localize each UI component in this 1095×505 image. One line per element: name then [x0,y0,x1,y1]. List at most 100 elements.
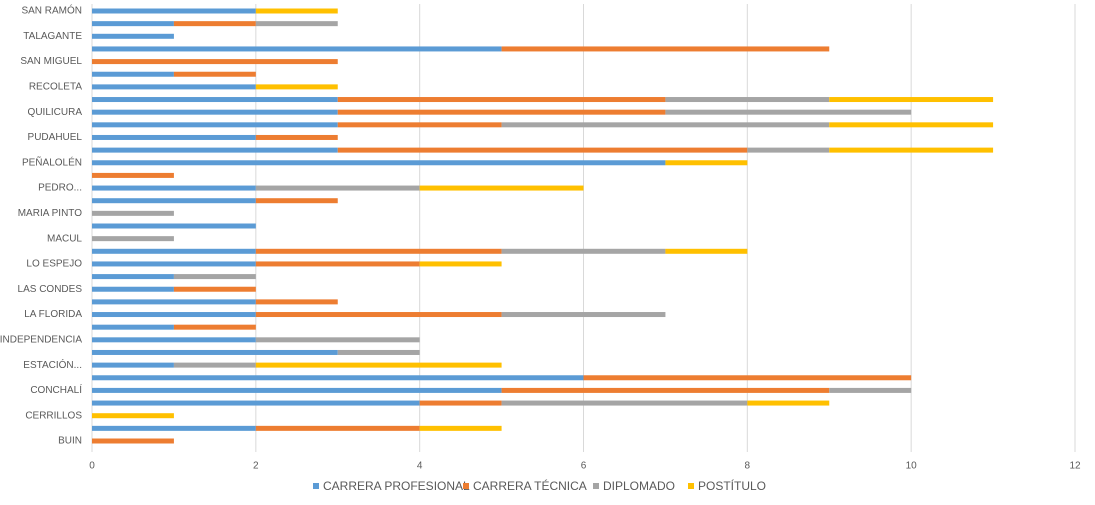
bar-segment [255,185,420,191]
y-tick-label: PUDAHUEL [28,132,83,143]
bar-segment [92,172,174,178]
x-tick-label: 2 [253,461,259,472]
bar-segment [419,185,584,191]
bar-segment [583,375,912,381]
bar-segment [173,274,256,280]
bar-segment [747,147,830,153]
bar-segment [255,134,338,140]
bar-segment [92,8,256,14]
bar-segment [92,413,174,419]
bar-segment [92,299,256,305]
bar-segment [501,312,666,318]
bar-segment [92,324,174,330]
bar-segment [829,122,994,128]
bar-segment [337,147,748,153]
bar-segment [255,21,338,27]
bar-segment [92,286,174,292]
legend-swatch [463,483,469,489]
bar-segment [173,71,256,77]
bar-segment [255,248,502,254]
x-tick-label: 6 [581,461,587,472]
x-tick-label: 0 [89,461,95,472]
x-tick-label: 10 [906,461,918,472]
bar-segment [255,261,420,267]
bar-segment [255,312,502,318]
bar-segment [92,375,584,381]
bar-segment [92,122,338,128]
bar-segment [255,198,338,204]
bar-segment [92,33,174,39]
bar-segment [255,299,338,305]
bar-segment [92,84,256,90]
bar-segment [337,349,420,355]
bar-segment [92,425,256,431]
bar-segment [92,160,666,166]
bar-segment [92,59,338,65]
bar-segment [255,84,338,90]
bar-segment [92,236,174,242]
bar-segment [173,362,256,368]
bar-segment [92,134,256,140]
bar-segment [829,147,994,153]
y-tick-label: LAS CONDES [18,284,83,295]
y-tick-label: TALAGANTE [23,31,82,42]
bar-segment [92,337,256,343]
legend-label: CARRERA TÉCNICA [473,478,587,493]
bar-segment [92,438,174,444]
y-tick-label: SAN MIGUEL [20,56,82,67]
bar-segment [829,387,912,393]
y-tick-label: MACUL [47,233,82,244]
y-tick-label: PEÑALOLÉN [22,155,82,168]
y-tick-label: ESTACIÓN... [23,358,82,371]
bar-segment [92,147,338,153]
x-tick-label: 12 [1069,461,1081,472]
y-tick-label: INDEPENDENCIA [0,334,82,345]
y-tick-label: PEDRO... [38,183,82,194]
y-tick-label: BUIN [58,436,82,447]
legend-swatch [313,483,319,489]
bar-segment [92,21,174,27]
bar-segment [501,387,830,393]
bar-segment [501,248,666,254]
y-tick-label: QUILICURA [28,107,83,118]
bar-segment [92,362,174,368]
bar-segment [92,223,256,229]
bar-segment [419,425,502,431]
legend-label: POSTÍTULO [698,478,766,493]
legend-swatch [688,483,694,489]
bar-segment [337,122,502,128]
bar-segment [92,198,256,204]
bar-segment [255,337,420,343]
y-tick-label: LO ESPEJO [26,259,82,270]
x-tick-label: 8 [745,461,751,472]
bar-segment [92,349,338,355]
y-tick-label: RECOLETA [29,82,82,93]
bar-segment [92,185,256,191]
bar-segment [92,97,338,103]
bar-segment [92,387,502,393]
bar-segment [337,97,666,103]
bar-segment [173,21,256,27]
legend-label: DIPLOMADO [603,479,675,493]
bar-segment [501,400,748,406]
bar-segment [419,261,502,267]
legend-label: CARRERA PROFESIONAL [323,479,470,493]
bar-segment [92,312,256,318]
bar-segment [255,362,502,368]
bar-segment [337,109,666,115]
bar-segment [92,46,502,52]
y-tick-label: CONCHALÍ [30,383,82,396]
bar-segment [501,46,830,52]
bar-segment [255,425,420,431]
bar-segment [665,97,830,103]
x-tick-label: 4 [417,461,423,472]
bar-segment [92,109,338,115]
bar-segment [92,210,174,216]
legend-swatch [593,483,599,489]
bar-segment [173,324,256,330]
bar-segment [747,400,830,406]
bar-segment [92,261,256,267]
bar-segment [92,400,420,406]
bar-segment [92,274,174,280]
